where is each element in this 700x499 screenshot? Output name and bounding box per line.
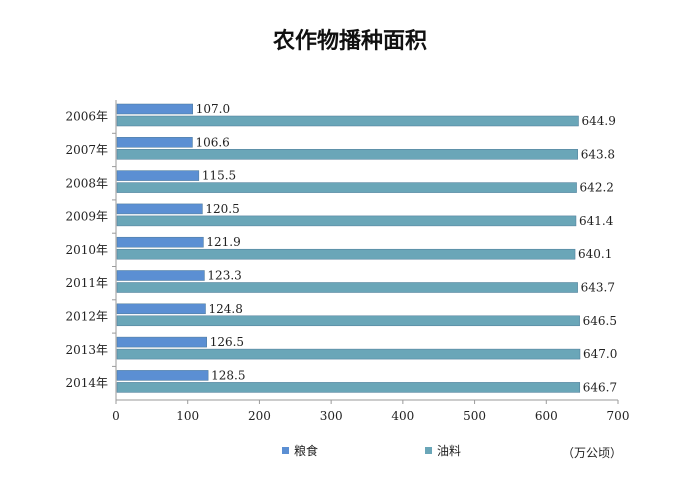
- value-label-oil: 640.1: [578, 247, 612, 261]
- bar-oil: [116, 315, 580, 327]
- legend-swatch-grain: [282, 447, 289, 454]
- category-label: 2006年: [65, 110, 108, 124]
- value-label-grain: 106.6: [195, 135, 229, 149]
- value-label-grain: 121.9: [206, 235, 240, 249]
- value-label-grain: 123.3: [207, 269, 241, 283]
- plot-area: 0 100 200 300 400 500 600 700 2006年 107.0 644.9 200…: [65, 100, 629, 423]
- value-label-oil: 647.0: [583, 347, 617, 361]
- category-label: 2010年: [65, 243, 108, 257]
- x-tick-label: 300: [320, 409, 343, 423]
- unit-label: （万公顷）: [562, 446, 622, 460]
- value-label-grain: 107.0: [196, 102, 230, 116]
- x-tick-label: 200: [248, 409, 271, 423]
- x-tick-label: 100: [176, 409, 199, 423]
- value-label-grain: 128.5: [211, 368, 245, 382]
- bar-grain: [116, 203, 203, 215]
- x-tick-label: 700: [607, 409, 630, 423]
- value-label-oil: 646.7: [583, 380, 617, 394]
- x-tick-label: 500: [463, 409, 486, 423]
- category-label: 2007年: [65, 143, 108, 157]
- bar-oil: [116, 382, 581, 393]
- legend: 粮食 油料 （万公顷）: [282, 443, 622, 460]
- category-label: 2012年: [65, 309, 108, 323]
- x-tick-label: 400: [391, 409, 414, 423]
- bar-oil: [116, 215, 577, 227]
- category-label: 2014年: [65, 376, 108, 390]
- x-tick-label: 0: [112, 409, 120, 423]
- value-label-oil: 641.4: [579, 214, 614, 228]
- value-label-oil: 643.7: [581, 281, 615, 295]
- bar-grain: [116, 103, 193, 115]
- bar-oil: [116, 348, 581, 360]
- value-label-oil: 642.2: [580, 181, 614, 195]
- bar-grain: [116, 270, 205, 281]
- bar-oil: [116, 282, 578, 293]
- legend-label-oil: 油料: [437, 444, 461, 458]
- bar-oil: [116, 182, 577, 193]
- bar-grain: [116, 236, 204, 248]
- value-label-oil: 646.5: [583, 314, 617, 328]
- value-label-grain: 126.5: [210, 335, 244, 349]
- chart-title: 农作物播种面积: [272, 28, 427, 54]
- bar-grain: [116, 336, 207, 348]
- legend-label-grain: 粮食: [294, 443, 318, 458]
- bar-grain: [116, 170, 200, 181]
- legend-swatch-oil: [425, 447, 432, 454]
- bar-grain: [116, 370, 209, 381]
- bar-grain: [116, 303, 206, 315]
- category-label: 2013年: [65, 343, 108, 357]
- category-label: 2008年: [65, 176, 108, 190]
- category-label: 2011年: [65, 276, 108, 290]
- bar-oil: [116, 248, 576, 260]
- value-label-oil: 643.8: [581, 147, 615, 161]
- bar-oil: [116, 149, 578, 160]
- bar-grain: [116, 137, 193, 148]
- x-tick-label: 600: [535, 409, 558, 423]
- value-label-grain: 115.5: [202, 169, 236, 183]
- value-label-grain: 124.8: [208, 302, 242, 316]
- value-label-oil: 644.9: [581, 114, 615, 128]
- category-label: 2009年: [65, 210, 108, 224]
- value-label-grain: 120.5: [205, 202, 239, 216]
- bar-oil: [116, 115, 579, 127]
